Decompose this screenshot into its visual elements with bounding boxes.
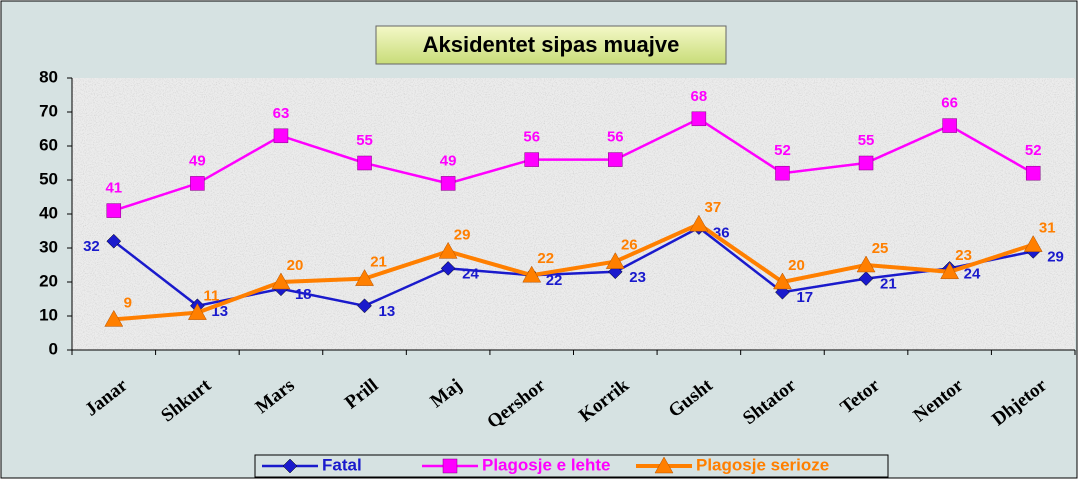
data-label: 13: [379, 303, 396, 320]
data-label: 49: [440, 152, 457, 169]
data-label: 24: [964, 265, 981, 282]
y-tick-label: 80: [39, 67, 58, 86]
data-point: [106, 203, 122, 218]
data-label: 29: [1047, 248, 1064, 265]
series-line: [113, 221, 1034, 322]
data-label: 56: [607, 129, 624, 146]
data-label: 11: [203, 288, 219, 305]
y-tick-label: 70: [39, 101, 58, 120]
legend-marker: [282, 458, 298, 474]
data-point: [440, 176, 456, 191]
data-point: [858, 155, 874, 171]
data-point: [357, 155, 372, 171]
data-label: 52: [1025, 142, 1042, 159]
data-label: 55: [356, 132, 373, 149]
legend-label: Plagosje serioze: [696, 455, 829, 474]
y-tick-label: 40: [39, 203, 58, 222]
data-label: 22: [546, 272, 563, 289]
plot-texture: [72, 78, 1075, 350]
data-label: 52: [774, 142, 791, 159]
y-tick-label: 20: [39, 271, 58, 290]
data-label: 18: [295, 286, 312, 303]
data-label: 63: [273, 105, 290, 122]
series-line: [113, 117, 1034, 212]
data-label: 31: [1039, 220, 1056, 237]
y-tick-label: 50: [39, 169, 58, 188]
data-point: [940, 262, 960, 280]
data-point: [271, 272, 291, 290]
data-label: 68: [691, 88, 708, 105]
legend-marker: [654, 456, 674, 474]
y-tick-label: 60: [39, 135, 58, 154]
data-point: [438, 241, 458, 259]
data-label: 22: [537, 250, 554, 267]
data-point: [775, 165, 790, 181]
legend: [254, 454, 889, 478]
data-point: [691, 111, 707, 127]
data-label: 37: [705, 199, 722, 216]
data-label: 29: [454, 226, 471, 243]
data-label: 56: [523, 129, 540, 146]
data-point: [355, 269, 374, 286]
data-point: [858, 271, 874, 286]
data-label: 41: [105, 180, 122, 197]
data-point: [522, 265, 542, 283]
data-label: 32: [83, 238, 100, 255]
data-point: [773, 272, 792, 290]
data-point: [605, 252, 625, 269]
data-label: 23: [629, 269, 646, 286]
data-point: [1023, 235, 1043, 252]
data-label: 24: [462, 265, 479, 282]
title-box: [375, 25, 727, 65]
data-point: [106, 233, 122, 249]
data-point: [273, 128, 289, 144]
y-tick-label: 30: [39, 237, 58, 256]
data-point: [524, 152, 539, 167]
data-label: 23: [955, 247, 972, 264]
series-line: [113, 226, 1034, 308]
data-label: 21: [370, 254, 387, 271]
data-label: 25: [872, 240, 889, 257]
legend-label: Fatal: [322, 455, 362, 474]
data-label: 20: [287, 257, 304, 274]
data-point: [942, 118, 957, 133]
data-label: 9: [124, 294, 132, 311]
data-label: 21: [880, 276, 897, 293]
data-label: 66: [941, 95, 958, 112]
data-point: [104, 309, 124, 327]
data-label: 20: [788, 257, 805, 274]
data-point: [1025, 165, 1041, 181]
legend-marker: [442, 458, 458, 474]
y-tick-label: 10: [39, 305, 58, 324]
data-point: [689, 214, 709, 232]
legend-label: Plagosje e lehte: [482, 455, 611, 474]
data-label: 49: [189, 152, 206, 169]
data-label: 26: [621, 237, 638, 254]
data-label: 17: [796, 289, 813, 306]
y-tick-label: 0: [49, 339, 58, 358]
chart-title: Aksidentet sipas muajve: [423, 32, 680, 57]
data-point: [440, 261, 456, 276]
data-point: [190, 176, 205, 191]
data-point: [856, 255, 876, 273]
data-point: [357, 298, 372, 314]
data-point: [187, 303, 207, 320]
data-label: 55: [858, 132, 875, 149]
data-point: [608, 152, 623, 167]
